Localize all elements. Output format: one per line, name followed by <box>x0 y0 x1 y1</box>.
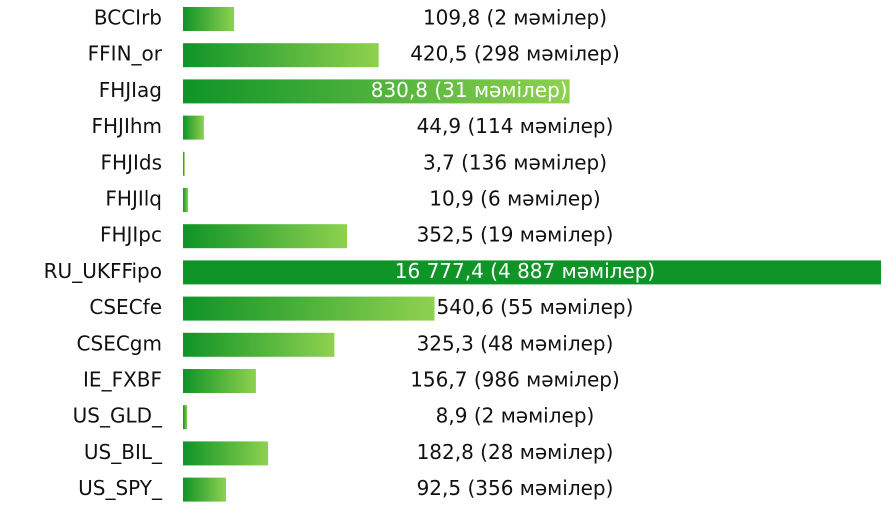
bar <box>183 79 570 104</box>
value-label: 182,8 (28 мәмілер) <box>417 440 614 464</box>
value-label: 830,8 (31 мәмілер) <box>371 78 568 102</box>
value-label: 325,3 (48 мәмілер) <box>417 331 614 355</box>
category-label: FFIN_or <box>88 42 163 66</box>
category-label: US_SPY_ <box>78 476 163 500</box>
bar <box>183 115 204 140</box>
bar <box>183 224 348 249</box>
bar <box>183 151 185 176</box>
category-label: US_GLD_ <box>73 404 163 428</box>
bar <box>183 441 269 466</box>
value-label: 16 777,4 (4 887 мәмілер) <box>395 259 655 283</box>
category-label: IE_FXBF <box>83 368 162 392</box>
bar <box>183 405 188 430</box>
bar <box>183 43 379 68</box>
bar <box>183 369 256 393</box>
bar <box>183 188 189 212</box>
category-label: CSECgm <box>77 331 162 355</box>
category-label: FHJIag <box>99 78 162 102</box>
value-label: 10,9 (6 мәмілер) <box>429 187 600 211</box>
bar <box>183 477 227 502</box>
category-label: FHJIlq <box>105 187 162 211</box>
category-label: FHJIpc <box>100 223 162 247</box>
category-label: BCCIrb <box>94 6 162 30</box>
bar <box>183 332 335 357</box>
category-label: RU_UKFFipo <box>44 259 162 283</box>
category-label: US_BIL_ <box>84 440 163 464</box>
value-label: 3,7 (136 мәмілер) <box>423 150 607 174</box>
value-label: 420,5 (298 мәмілер) <box>410 42 620 66</box>
bar <box>183 7 235 31</box>
value-label: 540,6 (55 мәмілер) <box>437 295 634 319</box>
category-label: FHJIds <box>101 150 162 174</box>
category-label: CSECfe <box>89 295 162 319</box>
value-label: 8,9 (2 мәмілер) <box>436 404 595 428</box>
value-label: 352,5 (19 мәмілер) <box>417 223 614 247</box>
bar <box>183 296 435 321</box>
bars <box>183 7 881 502</box>
value-label: 44,9 (114 мәмілер) <box>417 114 614 138</box>
category-label: FHJIhm <box>92 114 163 138</box>
bar <box>183 260 881 285</box>
value-label: 156,7 (986 мәмілер) <box>410 368 620 392</box>
value-label: 92,5 (356 мәмілер) <box>417 476 614 500</box>
value-label: 109,8 (2 мәмілер) <box>423 6 607 30</box>
